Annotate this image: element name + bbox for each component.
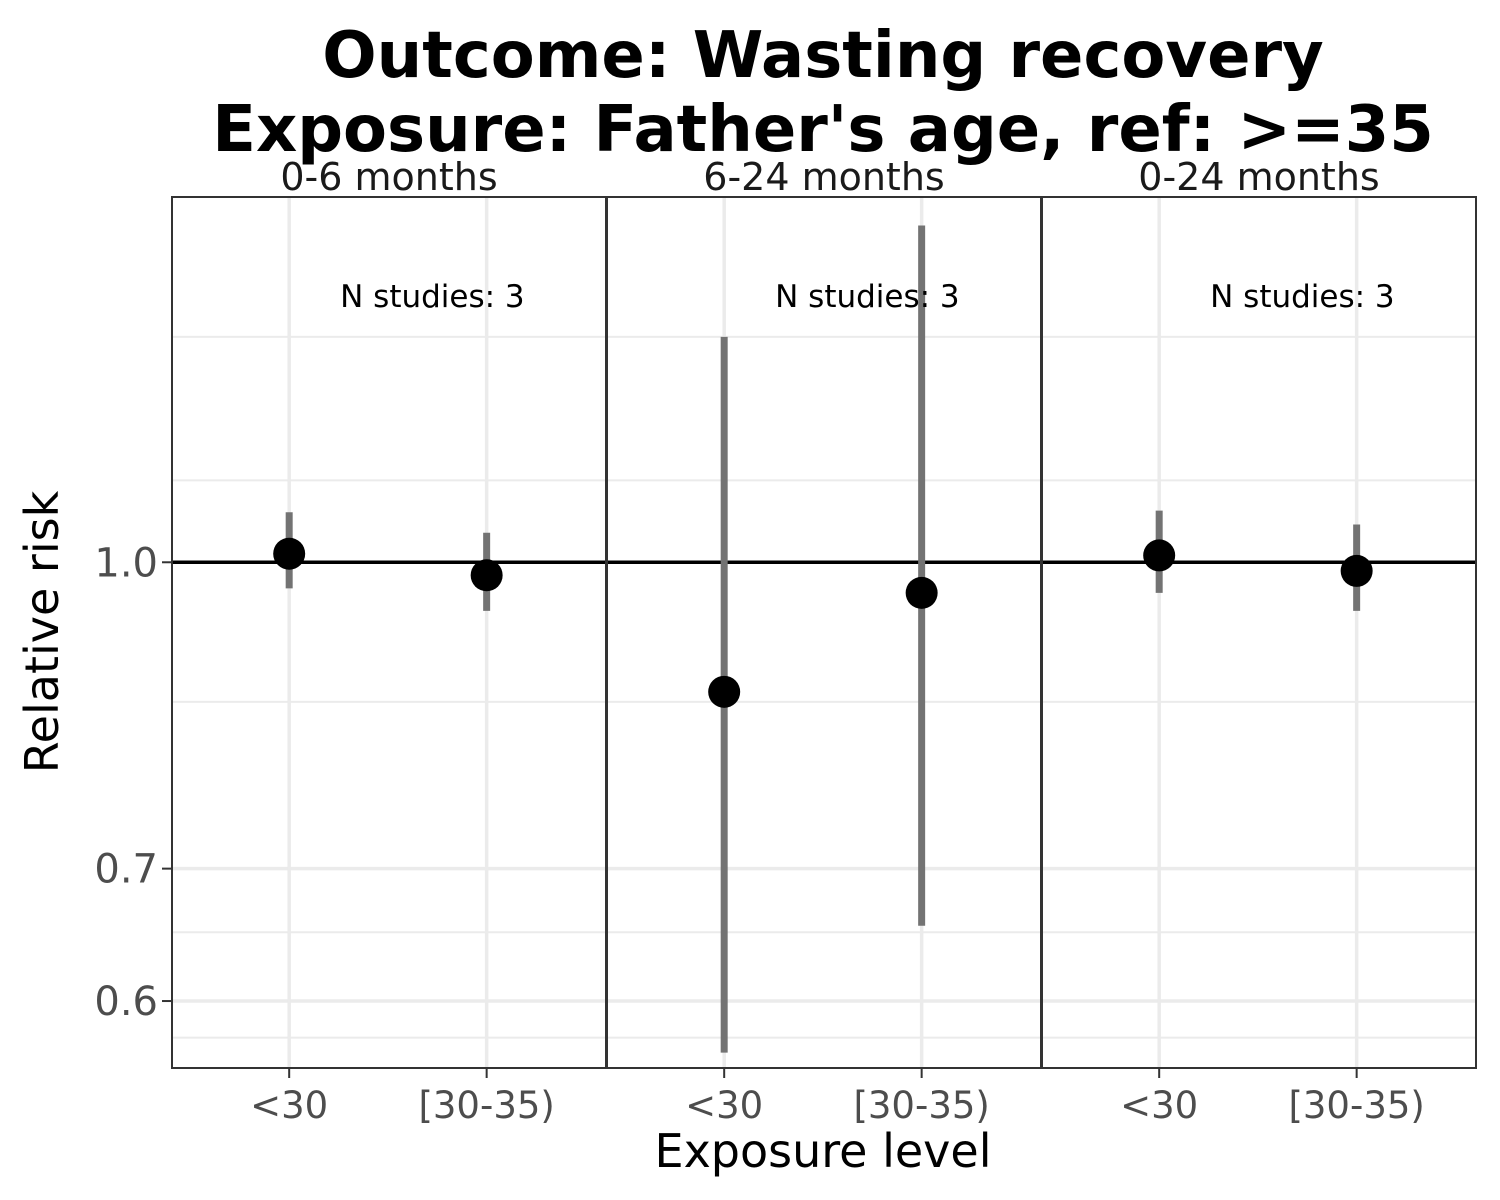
facet-strip-label: 0-24 months	[1138, 155, 1379, 199]
panel-3: 0-24 months N studies: 3 <30 [30-35)	[1041, 155, 1477, 1127]
panel-1: 0-6 months N studies: 3 <30 [30-35)	[171, 155, 607, 1127]
panel-border	[171, 196, 607, 1069]
chart-title-line-1: Outcome: Wasting recovery	[322, 19, 1324, 93]
x-tick-label: <30	[685, 1084, 763, 1127]
estimate-point	[1340, 554, 1373, 587]
y-tick-label: 0.7	[94, 847, 158, 893]
x-tick-label: <30	[250, 1084, 328, 1127]
x-tick-label: <30	[1120, 1084, 1198, 1127]
y-tick-label: 0.6	[94, 979, 158, 1025]
panel-border	[1041, 196, 1477, 1069]
x-tick-label: [30-35)	[1288, 1084, 1424, 1127]
estimate-point	[905, 576, 938, 609]
estimate-point	[273, 537, 306, 570]
panel-border	[606, 196, 1042, 1069]
x-tick-label: [30-35)	[418, 1084, 554, 1127]
estimate-point	[470, 559, 503, 592]
n-studies-annotation: N studies: 3	[775, 279, 960, 315]
n-studies-annotation: N studies: 3	[340, 279, 525, 315]
n-studies-annotation: N studies: 3	[1210, 279, 1395, 315]
chart-title-line-2: Exposure: Father's age, ref: >=35	[212, 93, 1434, 167]
estimate-point	[1143, 539, 1176, 572]
x-tick-label: [30-35)	[853, 1084, 989, 1127]
y-axis-title: Relative risk	[15, 490, 69, 773]
facet-strip-label: 6-24 months	[703, 155, 944, 199]
x-axis-title: Exposure level	[655, 1124, 992, 1178]
estimate-point	[708, 675, 741, 708]
y-axis: 0.6 0.7 1.0	[94, 540, 172, 1025]
facet-strip-label: 0-6 months	[280, 155, 497, 199]
panel-2: 6-24 months N studies: 3 <30 [30-35)	[606, 155, 1042, 1127]
y-tick-label: 1.0	[94, 540, 158, 586]
